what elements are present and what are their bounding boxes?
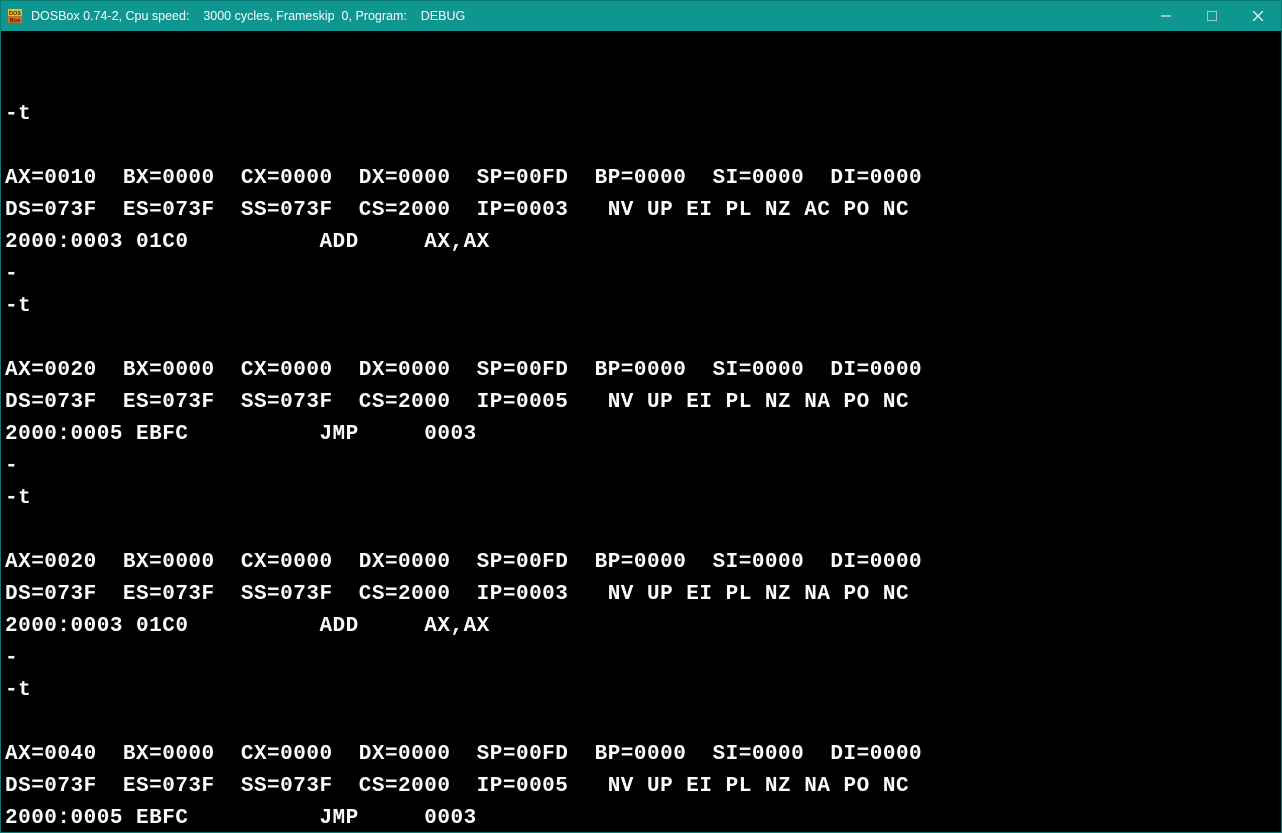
terminal-line: 2000:0003 01C0 ADD AX,AX bbox=[5, 611, 1277, 643]
terminal-line: DS=073F ES=073F SS=073F CS=2000 IP=0003 … bbox=[5, 195, 1277, 227]
svg-text:DOS: DOS bbox=[9, 11, 21, 17]
terminal-area[interactable]: -t AX=0010 BX=0000 CX=0000 DX=0000 SP=00F… bbox=[1, 31, 1281, 832]
terminal-line: 2000:0005 EBFC JMP 0003 bbox=[5, 419, 1277, 451]
minimize-button[interactable] bbox=[1143, 1, 1189, 31]
terminal-line: AX=0010 BX=0000 CX=0000 DX=0000 SP=00FD … bbox=[5, 163, 1277, 195]
dosbox-window: DOS Box DOSBox 0.74-2, Cpu speed: 3000 c… bbox=[0, 0, 1282, 833]
terminal-line: DS=073F ES=073F SS=073F CS=2000 IP=0003 … bbox=[5, 579, 1277, 611]
terminal-line: -t bbox=[5, 483, 1277, 515]
terminal-line: - bbox=[5, 643, 1277, 675]
terminal-line: -t bbox=[5, 99, 1277, 131]
maximize-button bbox=[1189, 1, 1235, 31]
terminal-line bbox=[5, 707, 1277, 739]
terminal-line: DS=073F ES=073F SS=073F CS=2000 IP=0005 … bbox=[5, 387, 1277, 419]
terminal-line: - bbox=[5, 451, 1277, 483]
terminal-line: -t bbox=[5, 291, 1277, 323]
terminal-line bbox=[5, 131, 1277, 163]
terminal-line: AX=0040 BX=0000 CX=0000 DX=0000 SP=00FD … bbox=[5, 739, 1277, 771]
window-buttons bbox=[1143, 1, 1281, 31]
titlebar[interactable]: DOS Box DOSBox 0.74-2, Cpu speed: 3000 c… bbox=[1, 1, 1281, 31]
terminal-line: AX=0020 BX=0000 CX=0000 DX=0000 SP=00FD … bbox=[5, 355, 1277, 387]
terminal-line: -t bbox=[5, 675, 1277, 707]
terminal-line: DS=073F ES=073F SS=073F CS=2000 IP=0005 … bbox=[5, 771, 1277, 803]
terminal-line: 2000:0003 01C0 ADD AX,AX bbox=[5, 227, 1277, 259]
terminal-line bbox=[5, 515, 1277, 547]
window-title: DOSBox 0.74-2, Cpu speed: 3000 cycles, F… bbox=[31, 9, 465, 23]
svg-text:Box: Box bbox=[10, 18, 21, 24]
terminal-line: AX=0020 BX=0000 CX=0000 DX=0000 SP=00FD … bbox=[5, 547, 1277, 579]
dosbox-icon: DOS Box bbox=[7, 8, 23, 24]
terminal-line bbox=[5, 323, 1277, 355]
terminal-output: -t AX=0010 BX=0000 CX=0000 DX=0000 SP=00F… bbox=[5, 99, 1277, 832]
close-button[interactable] bbox=[1235, 1, 1281, 31]
terminal-line: 2000:0005 EBFC JMP 0003 bbox=[5, 803, 1277, 832]
terminal-line: - bbox=[5, 259, 1277, 291]
